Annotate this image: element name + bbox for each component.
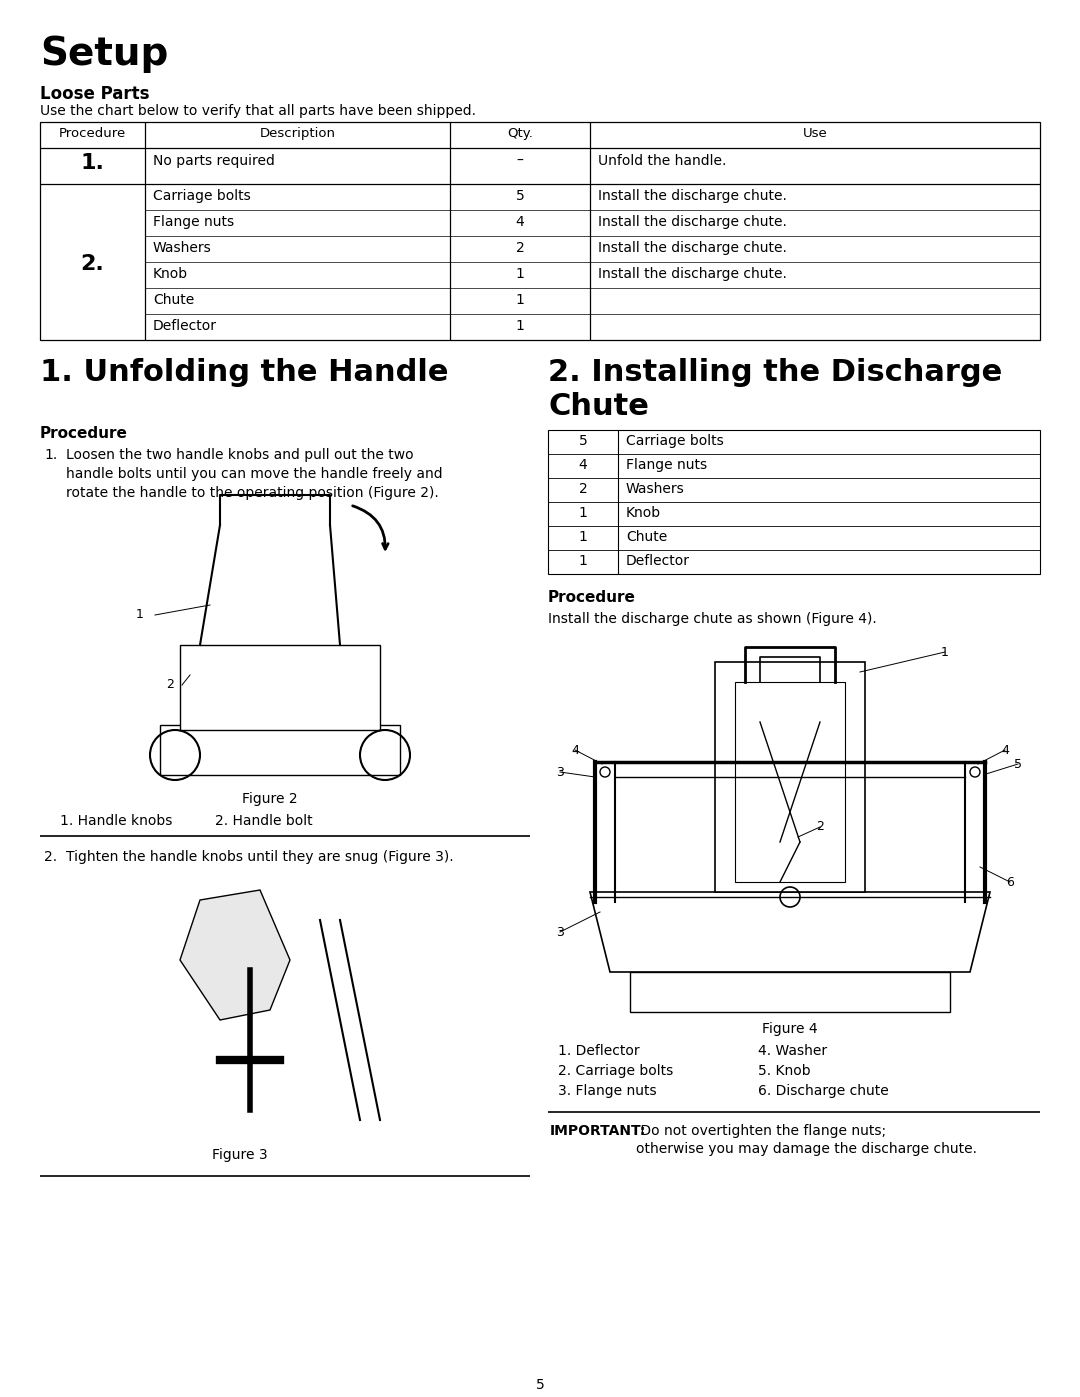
Text: 1: 1 <box>136 609 144 622</box>
Text: No parts required: No parts required <box>153 154 275 168</box>
Text: 6: 6 <box>1007 876 1014 888</box>
Text: Washers: Washers <box>626 482 685 496</box>
Text: 3. Flange nuts: 3. Flange nuts <box>558 1084 657 1098</box>
Text: 2: 2 <box>816 820 824 834</box>
Text: 2. Carriage bolts: 2. Carriage bolts <box>558 1065 673 1078</box>
Text: Flange nuts: Flange nuts <box>626 458 707 472</box>
Text: Description: Description <box>259 127 336 140</box>
Text: 2. Handle bolt: 2. Handle bolt <box>215 814 312 828</box>
Polygon shape <box>590 893 990 972</box>
Text: 2. Installing the Discharge
Chute: 2. Installing the Discharge Chute <box>548 358 1002 420</box>
Text: 4: 4 <box>1001 743 1009 757</box>
Text: 1: 1 <box>515 267 525 281</box>
Text: Use the chart below to verify that all parts have been shipped.: Use the chart below to verify that all p… <box>40 103 476 117</box>
Text: Deflector: Deflector <box>626 555 690 569</box>
Text: Carriage bolts: Carriage bolts <box>153 189 251 203</box>
Text: Carriage bolts: Carriage bolts <box>626 434 724 448</box>
Text: 5: 5 <box>515 189 525 203</box>
Text: Loose Parts: Loose Parts <box>40 85 149 103</box>
Text: Knob: Knob <box>153 267 188 281</box>
Polygon shape <box>160 725 400 775</box>
Text: 1.: 1. <box>81 154 105 173</box>
Text: 3: 3 <box>556 925 564 939</box>
Text: Procedure: Procedure <box>59 127 126 140</box>
Text: 1: 1 <box>579 529 588 543</box>
Text: 1: 1 <box>579 555 588 569</box>
Bar <box>548 430 1040 574</box>
Text: Do not overtighten the flange nuts;
otherwise you may damage the discharge chute: Do not overtighten the flange nuts; othe… <box>636 1125 977 1157</box>
Text: 2: 2 <box>515 242 525 256</box>
Text: Unfold the handle.: Unfold the handle. <box>598 154 727 168</box>
Text: Loosen the two handle knobs and pull out the two
handle bolts until you can move: Loosen the two handle knobs and pull out… <box>66 448 443 500</box>
Text: Flange nuts: Flange nuts <box>153 215 234 229</box>
Text: 5: 5 <box>536 1377 544 1391</box>
Text: 2: 2 <box>579 482 588 496</box>
Text: 5: 5 <box>579 434 588 448</box>
Text: 1. Unfolding the Handle: 1. Unfolding the Handle <box>40 358 448 387</box>
Text: Procedure: Procedure <box>548 590 636 605</box>
Text: Deflector: Deflector <box>153 319 217 332</box>
Text: IMPORTANT:: IMPORTANT: <box>550 1125 646 1139</box>
Text: 5. Knob: 5. Knob <box>758 1065 811 1078</box>
Text: Install the discharge chute.: Install the discharge chute. <box>598 189 787 203</box>
Text: Figure 2: Figure 2 <box>242 792 298 806</box>
Polygon shape <box>735 682 845 882</box>
Text: 4: 4 <box>571 743 579 757</box>
Text: Tighten the handle knobs until they are snug (Figure 3).: Tighten the handle knobs until they are … <box>66 849 454 863</box>
Text: Install the discharge chute as shown (Figure 4).: Install the discharge chute as shown (Fi… <box>548 612 877 626</box>
Polygon shape <box>630 972 950 1011</box>
Text: 4. Washer: 4. Washer <box>758 1044 827 1058</box>
Text: 1: 1 <box>579 506 588 520</box>
Text: Chute: Chute <box>626 529 667 543</box>
Text: 2.: 2. <box>81 254 105 274</box>
Text: 6. Discharge chute: 6. Discharge chute <box>758 1084 889 1098</box>
Text: 3: 3 <box>556 766 564 778</box>
Text: 1: 1 <box>515 293 525 307</box>
Text: 2: 2 <box>166 679 174 692</box>
Text: 1. Handle knobs: 1. Handle knobs <box>60 814 173 828</box>
Text: Use: Use <box>802 127 827 140</box>
Text: Figure 3: Figure 3 <box>212 1148 268 1162</box>
Text: Install the discharge chute.: Install the discharge chute. <box>598 215 787 229</box>
Polygon shape <box>180 645 380 731</box>
Text: Washers: Washers <box>153 242 212 256</box>
Text: 1.: 1. <box>44 448 57 462</box>
Text: Install the discharge chute.: Install the discharge chute. <box>598 242 787 256</box>
Text: Install the discharge chute.: Install the discharge chute. <box>598 267 787 281</box>
Polygon shape <box>180 890 291 1020</box>
Text: Qty.: Qty. <box>508 127 532 140</box>
Text: Knob: Knob <box>626 506 661 520</box>
Text: –: – <box>516 154 524 168</box>
Text: 5: 5 <box>1014 757 1022 771</box>
Text: Setup: Setup <box>40 35 168 73</box>
Text: Chute: Chute <box>153 293 194 307</box>
Text: Procedure: Procedure <box>40 426 127 441</box>
Text: 2.: 2. <box>44 849 57 863</box>
Text: 4: 4 <box>579 458 588 472</box>
Text: 1: 1 <box>941 645 949 658</box>
Text: 1. Deflector: 1. Deflector <box>558 1044 639 1058</box>
Text: 4: 4 <box>515 215 525 229</box>
Text: Figure 4: Figure 4 <box>762 1023 818 1037</box>
Text: 1: 1 <box>515 319 525 332</box>
Polygon shape <box>715 662 865 893</box>
Bar <box>40 122 1040 339</box>
